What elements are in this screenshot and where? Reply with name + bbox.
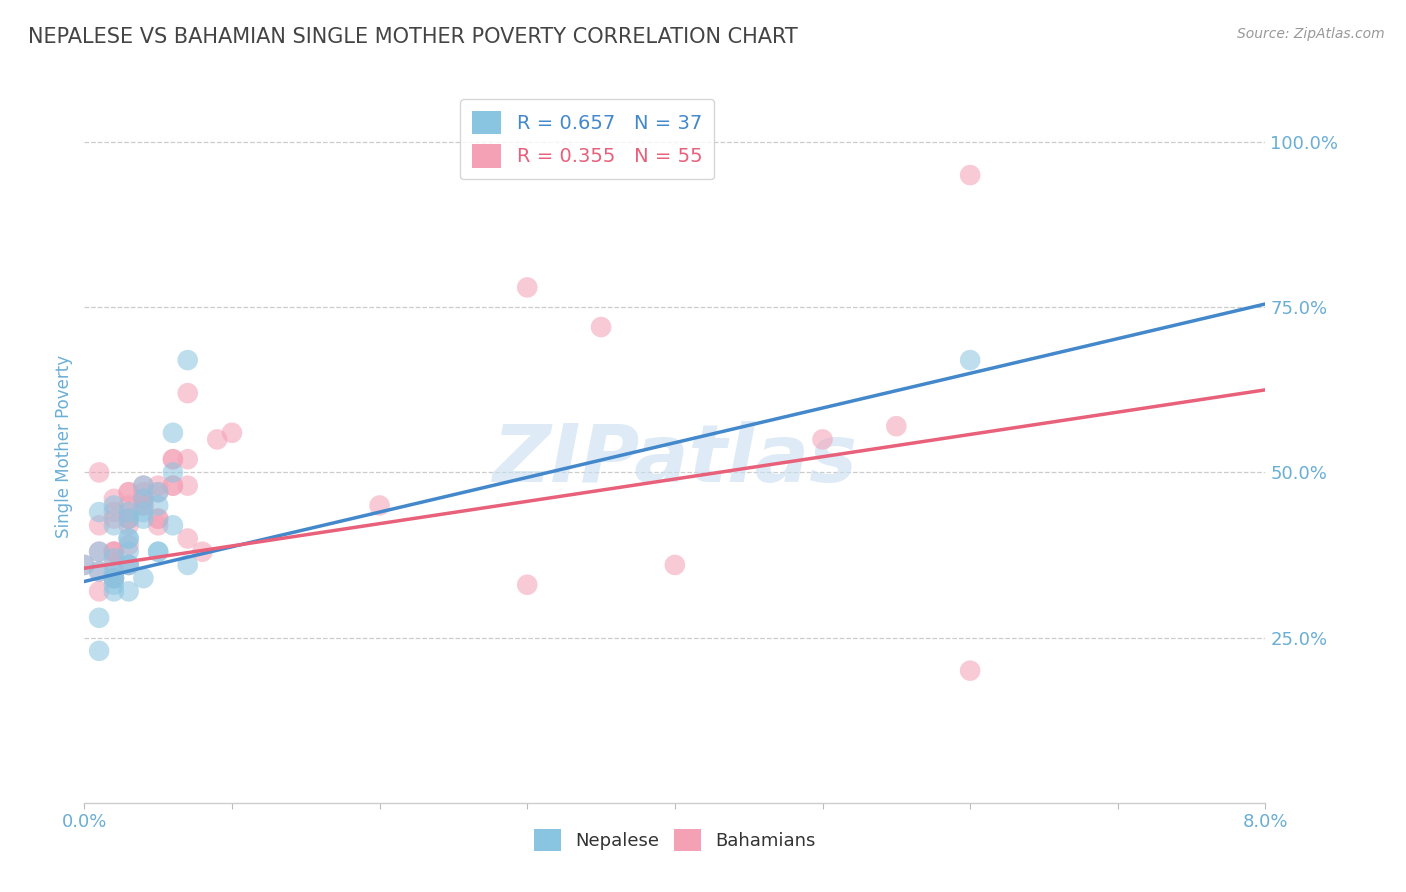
- Point: [87, 518, 111, 533]
- Point: [132, 485, 155, 500]
- Point: [162, 466, 184, 480]
- Point: [118, 558, 141, 572]
- Point: [368, 499, 391, 513]
- Point: [191, 545, 214, 559]
- Point: [162, 452, 184, 467]
- Point: [103, 545, 125, 559]
- Point: [118, 545, 141, 559]
- Point: [148, 485, 170, 500]
- Point: [118, 558, 141, 572]
- Point: [118, 532, 141, 546]
- Point: [87, 466, 111, 480]
- Point: [118, 511, 141, 525]
- Point: [103, 571, 125, 585]
- Point: [132, 478, 155, 492]
- Point: [87, 505, 111, 519]
- Point: [118, 505, 141, 519]
- Point: [177, 478, 200, 492]
- Point: [103, 518, 125, 533]
- Point: [162, 478, 184, 492]
- Point: [148, 545, 170, 559]
- Point: [177, 532, 200, 546]
- Point: [664, 558, 686, 572]
- Point: [118, 511, 141, 525]
- Point: [132, 499, 155, 513]
- Point: [103, 584, 125, 599]
- Point: [207, 433, 229, 447]
- Point: [118, 485, 141, 500]
- Point: [811, 433, 834, 447]
- Point: [148, 511, 170, 525]
- Point: [103, 505, 125, 519]
- Point: [103, 551, 125, 566]
- Point: [177, 558, 200, 572]
- Point: [959, 664, 981, 678]
- Point: [103, 545, 125, 559]
- Point: [132, 491, 155, 506]
- Point: [959, 168, 981, 182]
- Point: [118, 511, 141, 525]
- Point: [87, 584, 111, 599]
- Point: [177, 452, 200, 467]
- Point: [221, 425, 243, 440]
- Point: [73, 558, 96, 572]
- Point: [103, 571, 125, 585]
- Point: [87, 565, 111, 579]
- Point: [516, 280, 538, 294]
- Point: [162, 518, 184, 533]
- Point: [73, 558, 96, 572]
- Point: [516, 578, 538, 592]
- Y-axis label: Single Mother Poverty: Single Mother Poverty: [55, 354, 73, 538]
- Point: [148, 499, 170, 513]
- Point: [118, 538, 141, 552]
- Point: [103, 565, 125, 579]
- Point: [103, 511, 125, 525]
- Text: NEPALESE VS BAHAMIAN SINGLE MOTHER POVERTY CORRELATION CHART: NEPALESE VS BAHAMIAN SINGLE MOTHER POVER…: [28, 27, 797, 46]
- Point: [148, 485, 170, 500]
- Point: [132, 505, 155, 519]
- Point: [103, 578, 125, 592]
- Point: [162, 425, 184, 440]
- Point: [886, 419, 908, 434]
- Point: [132, 478, 155, 492]
- Point: [103, 499, 125, 513]
- Point: [118, 518, 141, 533]
- Point: [132, 511, 155, 525]
- Point: [132, 491, 155, 506]
- Point: [162, 452, 184, 467]
- Point: [103, 545, 125, 559]
- Point: [148, 545, 170, 559]
- Point: [87, 611, 111, 625]
- Point: [148, 518, 170, 533]
- Point: [87, 644, 111, 658]
- Point: [177, 386, 200, 401]
- Point: [103, 491, 125, 506]
- Point: [959, 353, 981, 368]
- Point: [103, 571, 125, 585]
- Point: [118, 584, 141, 599]
- Point: [177, 353, 200, 368]
- Legend: Nepalese, Bahamians: Nepalese, Bahamians: [527, 822, 823, 858]
- Point: [148, 511, 170, 525]
- Point: [118, 558, 141, 572]
- Text: ZIPatlas: ZIPatlas: [492, 421, 858, 500]
- Point: [591, 320, 613, 334]
- Text: Source: ZipAtlas.com: Source: ZipAtlas.com: [1237, 27, 1385, 41]
- Point: [162, 478, 184, 492]
- Point: [132, 571, 155, 585]
- Point: [118, 532, 141, 546]
- Point: [103, 571, 125, 585]
- Point: [103, 558, 125, 572]
- Point: [118, 505, 141, 519]
- Point: [87, 565, 111, 579]
- Point: [87, 545, 111, 559]
- Point: [118, 499, 141, 513]
- Point: [118, 485, 141, 500]
- Point: [87, 545, 111, 559]
- Point: [132, 491, 155, 506]
- Point: [132, 499, 155, 513]
- Point: [148, 478, 170, 492]
